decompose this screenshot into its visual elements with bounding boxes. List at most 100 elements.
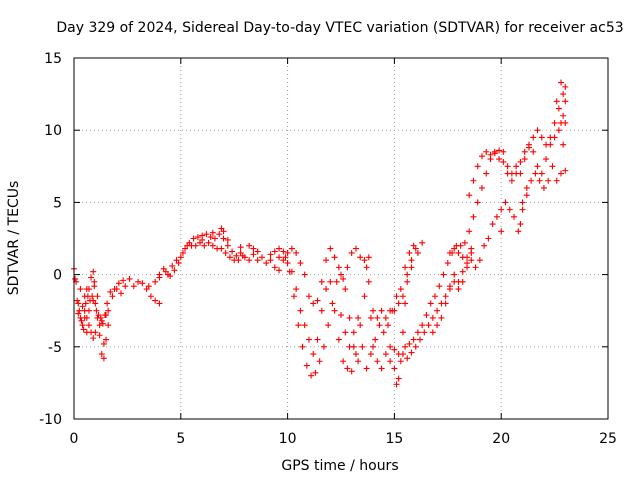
data-point <box>442 293 449 300</box>
data-point <box>483 148 490 155</box>
data-point <box>280 248 287 255</box>
data-point <box>436 283 443 290</box>
data-point <box>331 254 338 261</box>
data-point <box>94 293 101 300</box>
data-point <box>558 170 565 177</box>
data-point <box>397 358 404 365</box>
data-point <box>376 322 383 329</box>
data-point <box>218 245 225 252</box>
data-point <box>344 365 351 372</box>
data-point <box>75 310 82 317</box>
data-point <box>105 307 112 314</box>
data-point <box>209 229 216 236</box>
data-point <box>276 267 283 274</box>
data-point <box>263 260 270 267</box>
data-point <box>220 228 227 235</box>
data-point <box>519 199 526 206</box>
data-point <box>404 278 411 285</box>
data-point <box>192 242 199 249</box>
data-point <box>254 248 261 255</box>
data-point <box>442 300 449 307</box>
data-point <box>276 245 283 252</box>
data-point <box>421 329 428 336</box>
data-point <box>489 221 496 228</box>
data-point <box>402 343 409 350</box>
data-point <box>498 206 505 213</box>
data-point <box>98 317 105 324</box>
data-point <box>286 268 293 275</box>
data-point <box>434 322 441 329</box>
data-point <box>481 242 488 249</box>
x-tick-label: 15 <box>385 431 403 447</box>
data-point <box>498 228 505 235</box>
data-point <box>410 336 417 343</box>
data-point <box>80 326 87 333</box>
plot-frame <box>73 57 609 420</box>
data-point <box>235 257 242 264</box>
data-point <box>464 254 471 261</box>
data-point <box>472 264 479 271</box>
data-point <box>370 307 377 314</box>
data-point <box>310 300 317 307</box>
data-point <box>408 257 415 264</box>
data-point <box>205 239 212 246</box>
data-point <box>521 156 528 163</box>
data-point <box>560 91 567 98</box>
data-point <box>461 239 468 246</box>
data-point <box>504 163 511 170</box>
data-point <box>79 322 86 329</box>
data-point <box>318 307 325 314</box>
y-tick-label: 5 <box>53 195 62 211</box>
data-point <box>216 231 223 238</box>
data-point <box>511 213 518 220</box>
data-point <box>310 351 317 358</box>
data-point <box>109 293 116 300</box>
data-point <box>82 300 89 307</box>
data-point <box>384 322 391 329</box>
data-point <box>513 170 520 177</box>
data-point <box>340 358 347 365</box>
data-point <box>331 307 338 314</box>
data-point <box>130 283 137 290</box>
data-point <box>107 288 114 295</box>
data-point <box>295 322 302 329</box>
data-point <box>455 286 462 293</box>
data-point <box>474 199 481 206</box>
data-point <box>115 280 122 287</box>
data-point <box>378 365 385 372</box>
data-point <box>425 322 432 329</box>
data-point <box>323 286 330 293</box>
data-point <box>156 300 163 307</box>
data-point <box>374 314 381 321</box>
data-point <box>534 127 541 134</box>
data-point <box>547 141 554 148</box>
data-point <box>318 278 325 285</box>
data-point <box>85 286 92 293</box>
data-point <box>103 312 110 319</box>
data-point <box>395 375 402 382</box>
data-point <box>402 300 409 307</box>
data-point <box>104 300 111 307</box>
data-point <box>523 184 530 191</box>
data-point <box>179 249 186 256</box>
data-points <box>71 79 569 388</box>
data-point <box>517 158 524 165</box>
data-point <box>429 314 436 321</box>
data-point <box>412 343 419 350</box>
data-point <box>387 343 394 350</box>
data-point <box>340 275 347 282</box>
data-point <box>327 278 334 285</box>
data-point <box>429 329 436 336</box>
data-point <box>562 83 569 90</box>
data-point <box>391 307 398 314</box>
x-tick-label: 10 <box>279 431 297 447</box>
data-point <box>282 254 289 261</box>
data-point <box>367 351 374 358</box>
data-point <box>446 286 453 293</box>
data-point <box>177 254 184 261</box>
data-point <box>457 242 464 249</box>
data-point <box>536 177 543 184</box>
data-point <box>513 163 520 170</box>
data-point <box>359 343 366 350</box>
